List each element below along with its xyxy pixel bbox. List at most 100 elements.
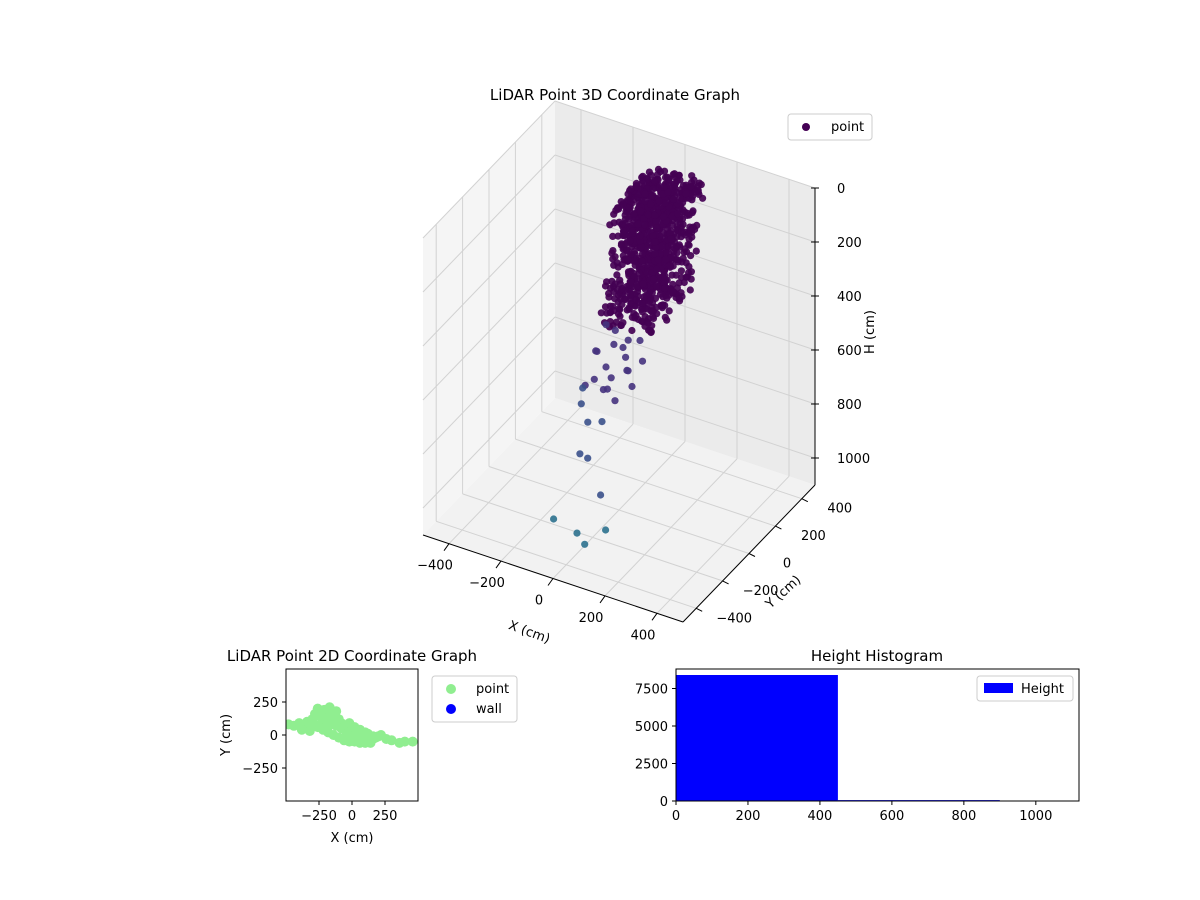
point-marker [584, 454, 592, 462]
grid-line [541, 411, 802, 500]
point-marker [579, 384, 587, 392]
point-marker [643, 175, 651, 183]
x-tick [651, 613, 658, 621]
point-marker [691, 188, 699, 196]
point-marker [659, 213, 668, 221]
legend-marker-height [984, 683, 1013, 693]
chart-2d-ticks: −250 0 250 −250 0 250 [242, 696, 397, 824]
point-marker [624, 336, 632, 344]
histogram-bar [676, 675, 838, 801]
point-marker [677, 273, 686, 282]
point-marker [675, 295, 683, 303]
chart-3d-points [550, 165, 707, 548]
point-marker [590, 375, 598, 383]
scatter-point-point [328, 716, 339, 727]
point-marker [597, 491, 605, 499]
point-marker [632, 296, 641, 304]
y-tick [801, 498, 809, 503]
y-tick-label: −250 [242, 762, 278, 777]
z-tick-label: 200 [837, 236, 862, 251]
point-marker [679, 220, 687, 228]
y-tick-label: 250 [253, 696, 278, 711]
point-marker [661, 284, 669, 293]
point-marker [619, 227, 628, 235]
point-marker [606, 302, 614, 310]
point-marker [641, 190, 649, 198]
point-marker [673, 256, 682, 264]
grid-line [488, 466, 750, 554]
point-marker [650, 275, 658, 283]
point-marker [665, 175, 673, 183]
point-marker [687, 182, 695, 191]
point-marker [660, 183, 668, 191]
point-marker [645, 168, 654, 176]
point-marker [613, 271, 621, 279]
grid-line [422, 262, 556, 401]
chart-2d-title: LiDAR Point 2D Coordinate Graph [227, 647, 477, 665]
grid-line [554, 100, 816, 189]
point-marker [614, 310, 623, 318]
x-tick-label: −400 [417, 559, 453, 574]
point-marker [644, 211, 653, 219]
point-marker [654, 256, 662, 264]
scatter-point-point [386, 735, 397, 746]
y-tick-label: 5000 [635, 720, 668, 735]
chart-3d-legend: point [787, 113, 873, 141]
point-marker [628, 326, 636, 335]
point-marker [581, 540, 589, 548]
point-marker [640, 293, 648, 301]
grid-line [422, 100, 556, 239]
point-marker [669, 288, 677, 296]
point-marker [602, 526, 610, 534]
chart-3d-title: LiDAR Point 3D Coordinate Graph [490, 86, 740, 104]
legend-label-height: Height [1021, 682, 1064, 697]
point-marker [682, 248, 691, 256]
point-marker [634, 220, 642, 228]
chart-2d-points [286, 702, 418, 748]
z-tick-label: 1000 [837, 452, 870, 467]
point-marker [601, 282, 610, 290]
x-tick [495, 560, 502, 569]
point-marker [611, 280, 619, 288]
chart-2d-legend: point wall [431, 675, 518, 723]
point-marker [637, 207, 645, 215]
point-marker [634, 275, 642, 283]
point-marker [602, 321, 610, 329]
point-marker [652, 224, 661, 232]
chart-3d-xlabel: X (cm) [506, 618, 552, 647]
point-marker [618, 285, 626, 293]
point-marker [636, 336, 644, 345]
point-marker [668, 271, 676, 279]
x-tick-label: −250 [301, 809, 337, 824]
point-marker [621, 295, 630, 303]
legend-frame [787, 113, 873, 141]
x-tick-label: 400 [631, 628, 656, 643]
scatter-point-point [331, 706, 342, 717]
point-marker [633, 282, 641, 290]
point-marker [632, 311, 640, 320]
point-marker [652, 282, 661, 290]
grid-line [515, 438, 776, 527]
point-marker [626, 237, 634, 245]
x-tick-label: 400 [808, 809, 833, 824]
point-marker [577, 400, 585, 408]
point-marker [614, 204, 622, 213]
grid-line [462, 493, 723, 582]
point-marker [641, 197, 649, 205]
point-marker [692, 247, 700, 255]
x-tick-label: 800 [951, 809, 976, 824]
point-marker [663, 294, 671, 302]
point-marker [668, 240, 676, 248]
point-marker [678, 227, 686, 235]
grid-line [554, 370, 816, 459]
scatter-point-point [360, 727, 371, 738]
y-tick [748, 553, 756, 557]
point-marker [611, 326, 619, 334]
x-tick-label: 600 [879, 809, 904, 824]
chart-3d-ticks: −400−2000200400−400−20002004000200400600… [417, 182, 870, 643]
x-tick-label: −200 [469, 576, 505, 591]
point-marker [670, 247, 678, 255]
point-marker [623, 306, 631, 314]
point-marker [690, 176, 698, 184]
point-marker [639, 280, 647, 288]
